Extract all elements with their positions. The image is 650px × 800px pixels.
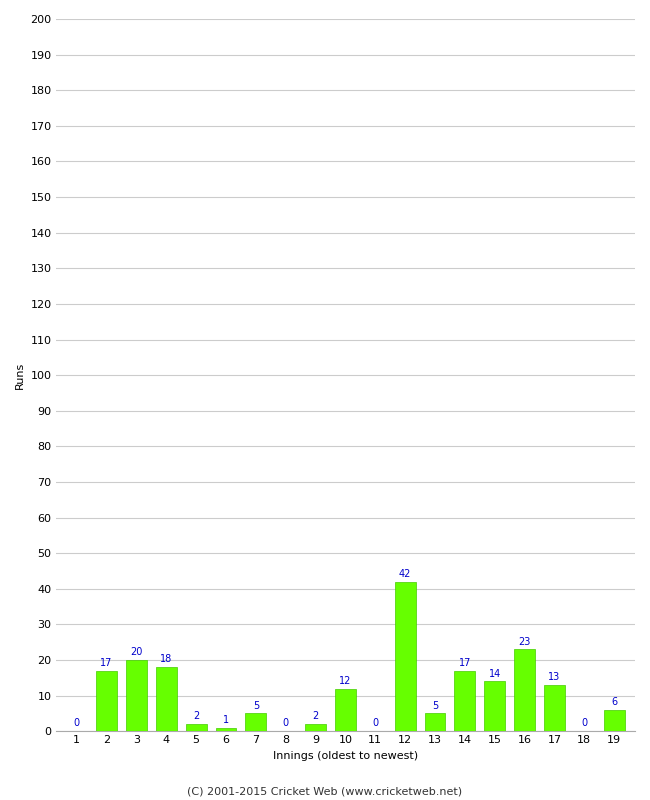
Text: 2: 2 — [313, 711, 318, 722]
Text: 0: 0 — [372, 718, 378, 729]
Text: 0: 0 — [73, 718, 80, 729]
Bar — [544, 685, 565, 731]
Text: 17: 17 — [459, 658, 471, 668]
Bar — [424, 714, 445, 731]
Text: 12: 12 — [339, 676, 352, 686]
Bar — [186, 724, 207, 731]
Bar — [305, 724, 326, 731]
X-axis label: Innings (oldest to newest): Innings (oldest to newest) — [273, 751, 418, 761]
Text: 23: 23 — [518, 637, 531, 646]
Text: 1: 1 — [223, 715, 229, 725]
Bar — [156, 667, 177, 731]
Bar — [246, 714, 266, 731]
Bar — [126, 660, 147, 731]
Text: (C) 2001-2015 Cricket Web (www.cricketweb.net): (C) 2001-2015 Cricket Web (www.cricketwe… — [187, 786, 463, 796]
Text: 17: 17 — [100, 658, 113, 668]
Bar — [216, 728, 237, 731]
Text: 5: 5 — [253, 701, 259, 710]
Text: 0: 0 — [283, 718, 289, 729]
Text: 2: 2 — [193, 711, 200, 722]
Text: 20: 20 — [130, 647, 142, 658]
Text: 14: 14 — [489, 669, 500, 678]
Bar — [335, 689, 356, 731]
Text: 18: 18 — [160, 654, 172, 664]
Bar — [454, 670, 475, 731]
Y-axis label: Runs: Runs — [15, 362, 25, 389]
Bar — [604, 710, 625, 731]
Text: 0: 0 — [581, 718, 588, 729]
Bar — [395, 582, 415, 731]
Text: 5: 5 — [432, 701, 438, 710]
Text: 42: 42 — [399, 569, 411, 579]
Bar — [484, 682, 505, 731]
Bar — [96, 670, 117, 731]
Text: 6: 6 — [611, 697, 617, 707]
Text: 13: 13 — [548, 672, 560, 682]
Bar — [514, 650, 535, 731]
